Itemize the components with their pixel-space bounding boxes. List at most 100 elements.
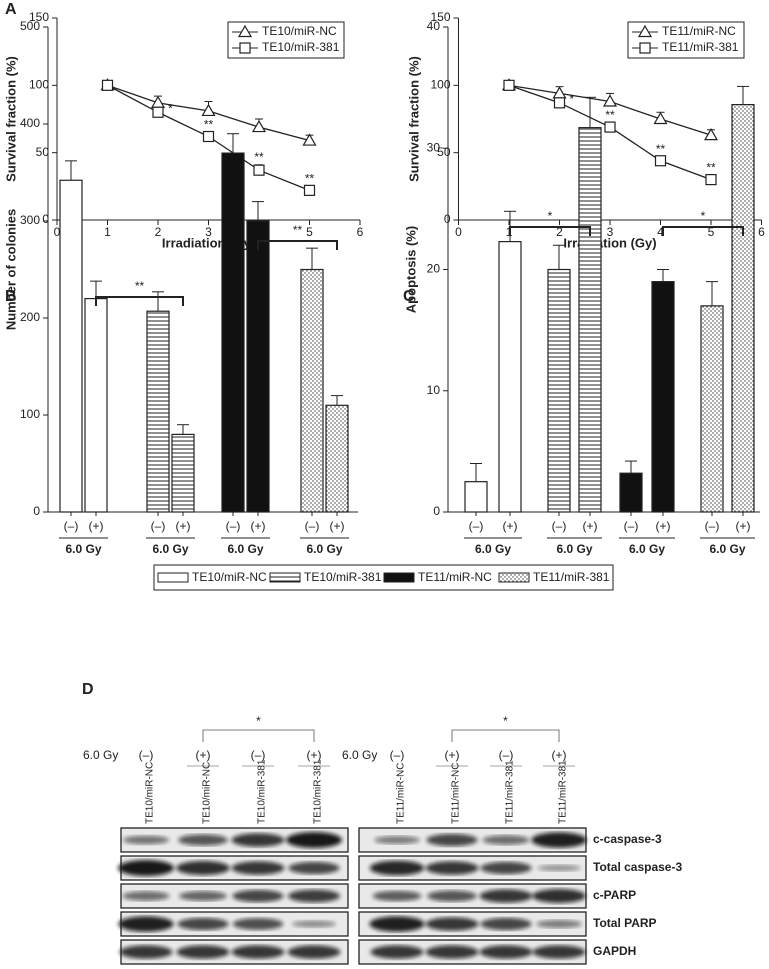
- x-tick-label: (–): [552, 519, 567, 533]
- bar: [59, 179, 83, 513]
- blot-band: [425, 861, 479, 875]
- blot-band: [231, 945, 285, 959]
- legend-swatch: [157, 572, 189, 583]
- bar: [171, 433, 195, 513]
- blot-band: [482, 835, 530, 845]
- y-tick-label: 100: [29, 78, 49, 92]
- marker: [150, 95, 166, 108]
- y-tick-label: 0: [33, 504, 40, 518]
- x-tick-label: 3: [607, 225, 614, 239]
- y-tick-label: 40: [427, 19, 441, 33]
- significance: *: [256, 714, 261, 728]
- bar: [578, 127, 602, 513]
- x-tick-label: (–): [226, 519, 241, 533]
- blot-band: [178, 834, 228, 846]
- y-tick-label: 400: [20, 116, 40, 130]
- group-label: 6.0 Gy: [475, 542, 511, 556]
- blot-band: [369, 860, 425, 876]
- x-tick-label: (+): [736, 519, 751, 533]
- legend-swatch: [498, 572, 530, 583]
- lane-label: TE11/miR-NC: [396, 763, 407, 824]
- x-tick-label: 0: [455, 225, 462, 239]
- significance: **: [254, 150, 264, 164]
- marker: [604, 121, 616, 133]
- legend-label: TE10/miR-NC: [192, 570, 267, 584]
- blot-band: [374, 835, 420, 845]
- y-tick-label: 500: [20, 19, 40, 33]
- blot-band: [231, 861, 285, 875]
- significance: **: [135, 279, 145, 293]
- x-tick-label: 4: [657, 225, 664, 239]
- significance-bracket: [202, 729, 315, 742]
- significance: **: [293, 223, 303, 237]
- lane-label: TE10/miR-381: [313, 759, 324, 824]
- legend-marker: [639, 42, 651, 54]
- blot-band: [122, 891, 170, 901]
- significance: **: [656, 142, 666, 156]
- marker: [202, 130, 215, 143]
- marker: [303, 184, 316, 196]
- blot-band: [179, 891, 227, 901]
- x-tick-label: 3: [205, 225, 212, 239]
- legend-marker: [239, 42, 251, 54]
- y-tick-label: 20: [427, 262, 441, 276]
- x-tick-label: (–): [705, 519, 720, 533]
- blot-band: [531, 832, 587, 848]
- significance: *: [503, 714, 508, 728]
- x-tick-label: (–): [151, 519, 166, 533]
- treatment-label: (–): [251, 748, 266, 762]
- significance: **: [204, 118, 214, 132]
- blot-band: [479, 945, 533, 959]
- y-tick-label: 300: [20, 213, 40, 227]
- y-tick-label: 50: [36, 145, 50, 159]
- bar: [498, 241, 522, 513]
- legend-label: TE11/miR-NC: [418, 570, 492, 584]
- significance-bracket: [509, 226, 591, 236]
- y-tick-label: 150: [430, 10, 450, 24]
- bar: [221, 152, 245, 513]
- significance: **: [305, 172, 315, 186]
- blot-band: [536, 919, 582, 929]
- bar: [651, 281, 675, 513]
- bar: [619, 472, 643, 513]
- blot-band: [287, 945, 341, 959]
- x-tick-label: (+): [176, 519, 191, 533]
- blot-band: [118, 860, 174, 876]
- marker: [703, 127, 719, 141]
- lane-label: TE10/miR-NC: [202, 762, 213, 824]
- significance-bracket: [257, 240, 338, 250]
- blot-band: [372, 890, 422, 902]
- x-tick-label: 5: [306, 225, 313, 239]
- bar: [84, 298, 108, 513]
- blot-band: [118, 916, 174, 932]
- y-axis-label: Apoptosis (%): [403, 226, 418, 313]
- x-tick-label: 0: [54, 225, 61, 239]
- legend-label: TE11/miR-381: [662, 40, 739, 54]
- lane-label: TE11/miR-381: [558, 760, 569, 824]
- blot-band: [479, 889, 533, 903]
- group-label: 6.0 Gy: [709, 542, 745, 556]
- blot-band: [480, 861, 532, 875]
- blot-band: [286, 832, 342, 848]
- treatment-label: (–): [499, 748, 514, 762]
- y-axis-label: Number of colonies: [3, 209, 18, 330]
- y-tick-label: 30: [427, 140, 441, 154]
- y-tick-label: 10: [427, 383, 441, 397]
- treatment-label: (+): [552, 748, 567, 762]
- blot-band: [369, 916, 425, 932]
- group-label: 6.0 Gy: [152, 542, 188, 556]
- blot-band: [370, 945, 424, 959]
- blot-band: [176, 860, 230, 876]
- blot-band: [122, 835, 170, 845]
- x-tick-label: 5: [708, 225, 715, 239]
- legend-label: TE11/miR-381: [533, 570, 610, 584]
- legend-marker: [637, 24, 653, 38]
- bar: [464, 481, 488, 513]
- significance: **: [605, 108, 615, 122]
- bar: [325, 404, 349, 513]
- y-tick-label: 100: [20, 407, 40, 421]
- marker: [503, 79, 515, 91]
- group-label: 6.0 Gy: [65, 542, 101, 556]
- y-tick-label: 100: [430, 78, 450, 92]
